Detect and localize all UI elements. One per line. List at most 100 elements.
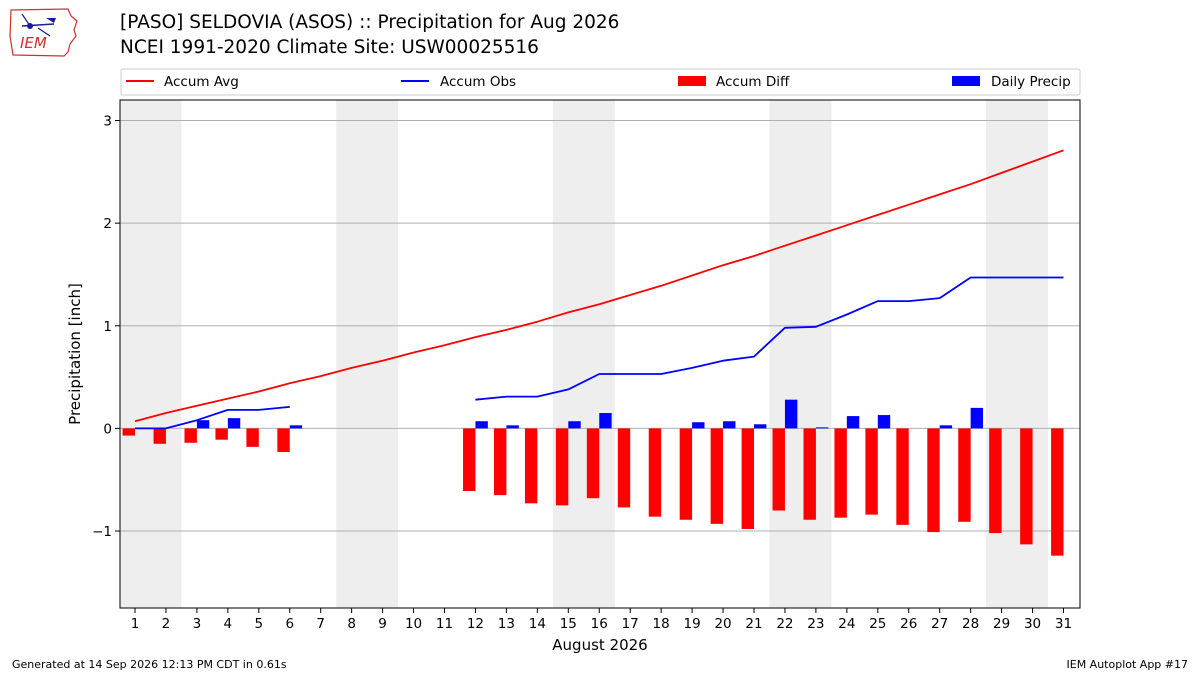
- accum-obs-line: [135, 406, 290, 430]
- accum-diff-bar: [524, 428, 538, 504]
- legend-label-accum-diff: Accum Diff: [716, 74, 790, 90]
- x-tick-label: 5: [255, 616, 264, 632]
- accum-diff-bar: [927, 428, 940, 533]
- accum-diff-bar: [679, 428, 693, 520]
- accum-diff-bar: [772, 428, 785, 511]
- legend: Accum Avg Accum Obs Accum Diff Daily Pre…: [120, 68, 1081, 96]
- accum-diff-bar: [803, 428, 816, 520]
- x-tick-label: 30: [1024, 616, 1041, 632]
- accum-diff-bar: [494, 428, 507, 496]
- chart-title: [PASO] SELDOVIA (ASOS) :: Precipitation …: [120, 12, 620, 33]
- daily-precip-bar: [939, 425, 953, 429]
- daily-precip-bar: [599, 413, 612, 429]
- x-tick-label: 8: [347, 616, 356, 632]
- weekend-band: [769, 100, 832, 608]
- accum-diff-bar: [215, 428, 228, 440]
- x-tick-label: 2: [162, 616, 171, 632]
- weekend-band: [119, 100, 182, 608]
- x-tick-label: 23: [807, 616, 824, 632]
- lines: [134, 149, 1064, 430]
- iem-logo: IEM: [9, 8, 78, 57]
- daily-precip-bar: [784, 399, 798, 429]
- accum-diff-bar: [184, 428, 197, 443]
- plot-frame: [119, 99, 1081, 609]
- accum-diff-bar: [648, 428, 662, 517]
- daily-precip-bar: [723, 421, 736, 429]
- x-tick-label: 12: [467, 616, 484, 632]
- accum-diff-bar: [246, 428, 259, 447]
- daily-precip-bar: [196, 420, 210, 429]
- y-tick-label: 1: [103, 319, 112, 335]
- y-tick-label: −1: [92, 524, 112, 540]
- daily-precip-bar: [568, 421, 581, 429]
- legend-label-daily-precip: Daily Precip: [991, 74, 1071, 90]
- daily-precip-bar: [846, 416, 860, 429]
- weather-station-icon: [21, 13, 56, 37]
- x-tick-label: 19: [684, 616, 701, 632]
- legend-swatch-daily-precip: [952, 76, 980, 86]
- x-tick-label: 22: [776, 616, 793, 632]
- x-tick-label: 16: [591, 616, 608, 632]
- accum-diff-bar: [586, 428, 600, 499]
- accum-diff-bar: [741, 428, 754, 529]
- x-tick-label: 6: [285, 616, 294, 632]
- bars: [122, 399, 1064, 556]
- daily-precip-bar: [506, 425, 519, 429]
- legend-label-accum-avg: Accum Avg: [164, 74, 239, 90]
- x-tick-label: 21: [745, 616, 762, 632]
- legend-swatch-accum-diff: [678, 76, 706, 86]
- x-tick-label: 11: [436, 616, 453, 632]
- accum-diff-bar: [1020, 428, 1033, 545]
- x-tick-label: 3: [193, 616, 202, 632]
- x-tick-label: 26: [900, 616, 917, 632]
- y-tick-label: 0: [103, 421, 112, 437]
- weekend-shading: [119, 100, 1049, 608]
- accum-diff-bar: [896, 428, 909, 525]
- x-tick-label: 13: [498, 616, 515, 632]
- y-axis-label: Precipitation [inch]: [66, 283, 84, 425]
- accum-diff-bar: [555, 428, 569, 506]
- daily-precip-bar: [692, 422, 705, 429]
- x-tick-label: 18: [653, 616, 670, 632]
- x-tick-label: 27: [931, 616, 948, 632]
- x-tick-label: 31: [1055, 616, 1072, 632]
- daily-precip-bar: [754, 424, 767, 429]
- accum-avg-line: [134, 149, 1064, 423]
- logo-text: IEM: [20, 34, 47, 52]
- accum-obs-line: [475, 276, 1064, 401]
- daily-precip-bar: [475, 421, 488, 429]
- accum-diff-bar: [958, 428, 971, 522]
- x-tick-label: 1: [131, 616, 140, 632]
- x-axis-label: August 2026: [552, 636, 647, 654]
- daily-precip-bar: [227, 418, 241, 429]
- weekend-band: [552, 100, 615, 608]
- accum-diff-bar: [989, 428, 1002, 534]
- app-credit: IEM Autoplot App #17: [1066, 658, 1189, 671]
- x-tick-label: 4: [224, 616, 233, 632]
- chart-subtitle: NCEI 1991-2020 Climate Site: USW00025516: [120, 37, 539, 58]
- y-tick-label: 3: [103, 114, 112, 130]
- accum-diff-bar: [834, 428, 847, 518]
- daily-precip-bar: [877, 415, 891, 429]
- x-tick-label: 24: [838, 616, 855, 632]
- accum-diff-bar: [865, 428, 878, 515]
- x-tick-label: 20: [714, 616, 731, 632]
- x-tick-label: 14: [529, 616, 546, 632]
- generated-timestamp: Generated at 14 Sep 2026 12:13 PM CDT in…: [12, 658, 287, 671]
- accum-diff-bar: [1051, 428, 1064, 556]
- legend-box: [120, 68, 1081, 96]
- accum-diff-bar: [710, 428, 724, 524]
- accum-diff-bar: [122, 428, 135, 436]
- y-tick-label: 2: [103, 216, 112, 232]
- x-tick-label: 7: [316, 616, 325, 632]
- daily-precip-bar: [289, 425, 303, 429]
- accum-diff-bar: [153, 428, 166, 444]
- weekend-band: [336, 100, 399, 608]
- accum-diff-bar: [463, 428, 476, 492]
- x-tick-label: 17: [622, 616, 639, 632]
- x-tick-label: 9: [378, 616, 387, 632]
- daily-precip-bar: [815, 427, 829, 429]
- legend-label-accum-obs: Accum Obs: [440, 74, 516, 90]
